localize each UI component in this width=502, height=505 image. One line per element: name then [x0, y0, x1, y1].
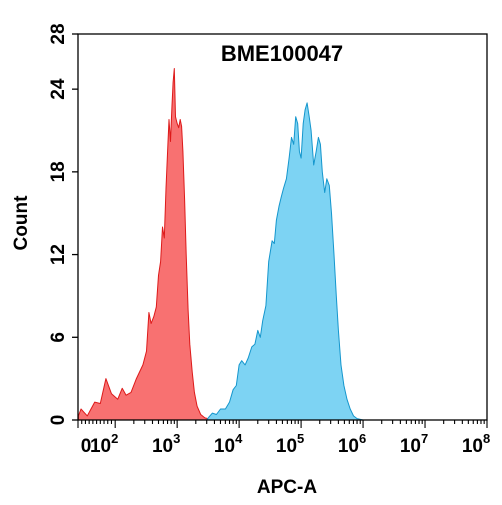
- series-layer: [77, 68, 487, 421]
- x-tick-label: 102: [90, 431, 118, 457]
- x-axis-title: APC-A: [257, 477, 317, 498]
- y-tick-label: 28: [48, 23, 69, 44]
- x-tick-label: 105: [276, 431, 304, 457]
- histogram-series-2: [206, 102, 364, 421]
- y-tick-label: 18: [48, 161, 69, 182]
- y-tick-label: 12: [48, 244, 69, 265]
- chart-title: BME100047: [221, 41, 343, 66]
- x-tick-label: 108: [462, 431, 490, 457]
- x-tick-label: 104: [214, 431, 243, 457]
- y-axis-title: Count: [11, 195, 32, 251]
- y-tick-label: 24: [48, 78, 69, 100]
- x-tick-label: 106: [338, 431, 366, 457]
- x-tick-label: 0: [81, 436, 92, 457]
- y-tick-label: 6: [48, 332, 69, 343]
- y-tick-label: 0: [48, 415, 69, 426]
- x-tick-label: 103: [152, 431, 180, 457]
- y-axis-ticks: 0 6 12 18 24 28: [48, 23, 78, 425]
- histogram-series-1: [77, 68, 219, 421]
- x-tick-label: 107: [400, 431, 428, 457]
